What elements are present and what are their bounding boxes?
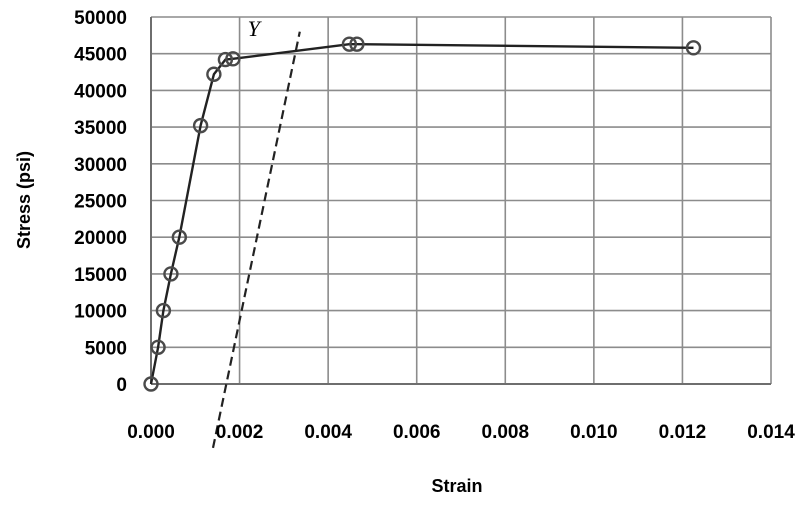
data-point xyxy=(206,66,222,82)
y-tick-label: 35000 xyxy=(74,118,127,139)
y-tick-label: 15000 xyxy=(74,265,127,286)
y-tick-label: 10000 xyxy=(74,302,127,323)
y-tick-label: 30000 xyxy=(74,155,127,176)
x-tick-label: 0.008 xyxy=(482,422,530,443)
annotation-label: Y xyxy=(248,16,263,41)
y-tick-label: 45000 xyxy=(74,45,127,66)
y-tick-label: 50000 xyxy=(74,8,127,29)
data-point xyxy=(192,117,209,134)
data-point xyxy=(150,339,166,355)
y-tick-label: 25000 xyxy=(74,192,127,213)
y-tick-label: 5000 xyxy=(85,338,127,359)
data-point xyxy=(225,51,241,67)
data-point xyxy=(217,51,234,68)
data-point xyxy=(341,36,358,52)
x-tick-label: 0.004 xyxy=(304,422,352,443)
data-point xyxy=(155,302,172,319)
x-tick-label: 0.002 xyxy=(216,422,264,443)
data-point xyxy=(171,229,188,245)
y-tick-label: 20000 xyxy=(74,228,127,249)
x-tick-label: 0.012 xyxy=(659,422,707,443)
x-tick-label: 0.010 xyxy=(570,422,618,443)
x-tick-label: 0.000 xyxy=(127,422,175,443)
offset-line xyxy=(211,31,301,449)
y-axis-title: Stress (psi) xyxy=(14,151,34,249)
y-tick-label: 0 xyxy=(116,375,127,396)
x-tick-label: 0.014 xyxy=(747,422,795,443)
data-point xyxy=(349,36,365,52)
data-point xyxy=(685,40,702,56)
y-tick-label: 40000 xyxy=(74,81,127,102)
data-point xyxy=(163,266,179,282)
x-tick-label: 0.006 xyxy=(393,422,441,443)
data-point xyxy=(143,376,159,392)
stress-strain-line xyxy=(149,43,694,385)
x-axis-title: Strain xyxy=(431,476,482,496)
